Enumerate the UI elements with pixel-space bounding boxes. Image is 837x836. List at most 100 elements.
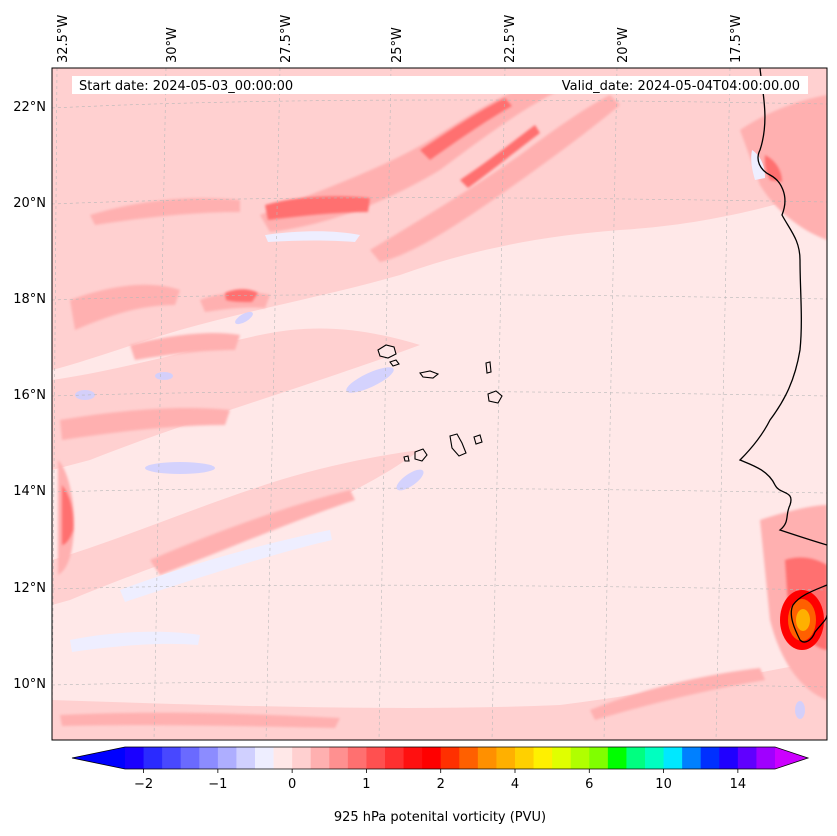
valid-date: Valid_date: 2024-05-04T04:00:00.00 (562, 79, 800, 94)
lon-label: 22.5°W (503, 15, 518, 63)
colorbar-swatch (477, 747, 497, 769)
pv-streak-9 (60, 712, 340, 728)
pv-streak-4 (70, 284, 180, 330)
colorbar-swatch (440, 747, 460, 769)
colorbar-swatch (217, 747, 237, 769)
colorbar-swatch (645, 747, 665, 769)
africa-coastline (738, 68, 827, 546)
colorbar-swatch (347, 747, 367, 769)
colorbar-swatch (403, 747, 423, 769)
pv-streak-2 (370, 95, 620, 262)
island-brava (403, 455, 410, 462)
pv-band-mid (52, 328, 420, 470)
lon-label: 32.5°W (56, 15, 71, 63)
lat-label: 14°N (13, 484, 46, 499)
neg-patch-5 (155, 372, 173, 380)
date-info-box (72, 76, 808, 94)
lat-label: 10°N (13, 677, 46, 692)
cape-verde-islands (377, 344, 503, 462)
colorbar-swatch (756, 747, 776, 769)
colorbar-swatch (143, 747, 163, 769)
island-fogo (414, 448, 428, 462)
lat-label: 20°N (13, 196, 46, 211)
lon-label: 17.5°W (729, 15, 744, 63)
colorbar: −2 −1 0 1 2 4 6 10 14 925 hPa potenital vorticit… (71, 746, 810, 825)
colorbar-tick-label: 0 (288, 777, 296, 792)
colorbar-swatch (422, 747, 442, 769)
pv-max-inner (796, 609, 810, 631)
colorbar-tick-label: 1 (362, 777, 370, 792)
colorbar-swatch (626, 747, 646, 769)
colorbar-tick-label: −2 (134, 777, 153, 792)
colorbar-swatch (459, 747, 479, 769)
neg-band-1 (120, 530, 332, 602)
colorbar-swatch (663, 747, 683, 769)
neg-patch-7 (795, 701, 805, 719)
colorbar-tick-label: 10 (655, 777, 672, 792)
island-santiago (449, 433, 467, 457)
neg-patch-4 (75, 390, 95, 400)
colorbar-swatch (180, 747, 200, 769)
colorbar-swatch (125, 747, 145, 769)
lon-label: 27.5°W (279, 15, 294, 63)
island-maio (473, 434, 483, 445)
neg-patch-1 (346, 367, 394, 393)
colorbar-swatch (700, 747, 720, 769)
colorbar-swatch (533, 747, 553, 769)
colorbar-swatch (552, 747, 572, 769)
colorbar-swatch (292, 747, 312, 769)
graticule (52, 68, 827, 740)
colorbar-swatch (366, 747, 386, 769)
neg-patch-6 (235, 311, 253, 325)
colorbar-swatch (496, 747, 516, 769)
colorbar-tick-label: −1 (208, 777, 227, 792)
colorbar-swatch (719, 747, 739, 769)
lat-label: 18°N (13, 292, 46, 307)
colorbar-swatch (589, 747, 609, 769)
colorbar-swatch (737, 747, 757, 769)
colorbar-tick-label: 14 (730, 777, 747, 792)
colorbar-swatch (310, 747, 330, 769)
pv-core-6 (764, 155, 782, 182)
colorbar-swatches (125, 747, 776, 769)
colorbar-tick-label: 4 (511, 777, 519, 792)
latitude-labels: 22°N 20°N 18°N 16°N 14°N 12°N 10°N (13, 100, 46, 692)
pv-streak-3 (90, 198, 240, 225)
colorbar-outline (71, 746, 810, 770)
colorbar-swatch (255, 747, 275, 769)
colorbar-swatch (236, 747, 256, 769)
map-frame (51, 67, 828, 741)
colorbar-label: 925 hPa potenital vorticity (PVU) (334, 810, 546, 825)
pv-field (52, 68, 827, 740)
colorbar-tick-label: 2 (437, 777, 445, 792)
lon-label: 30°W (165, 27, 180, 63)
neg-band-4 (751, 150, 765, 180)
colorbar-swatch (682, 747, 702, 769)
island-sao-nicolau (419, 370, 440, 379)
lat-label: 16°N (13, 388, 46, 403)
colorbar-under-arrow (72, 747, 125, 769)
pv-streak-10 (590, 668, 765, 720)
pv-core-5 (225, 289, 258, 302)
lon-label: 25°W (390, 27, 405, 63)
pv-streak-8 (150, 490, 355, 575)
colorbar-swatch (385, 747, 405, 769)
colorbar-swatch (199, 747, 219, 769)
colorbar-swatch (570, 747, 590, 769)
colorbar-swatch (515, 747, 535, 769)
pv-core-2 (420, 98, 512, 160)
island-sal (485, 361, 492, 374)
pv-core-3 (460, 125, 540, 188)
start-date: Start date: 2024-05-03_00:00:00 (79, 79, 293, 94)
neg-band-2 (70, 631, 200, 652)
lon-label: 20°W (616, 27, 631, 63)
colorbar-tick-label: 6 (585, 777, 593, 792)
colorbar-swatch (329, 747, 349, 769)
pv-streak-6 (130, 333, 240, 360)
pv-core-4 (62, 485, 74, 545)
island-boa-vista (487, 390, 503, 404)
lat-label: 12°N (13, 581, 46, 596)
pv-streak-coast-n (740, 95, 827, 240)
neg-band-3 (265, 231, 360, 242)
